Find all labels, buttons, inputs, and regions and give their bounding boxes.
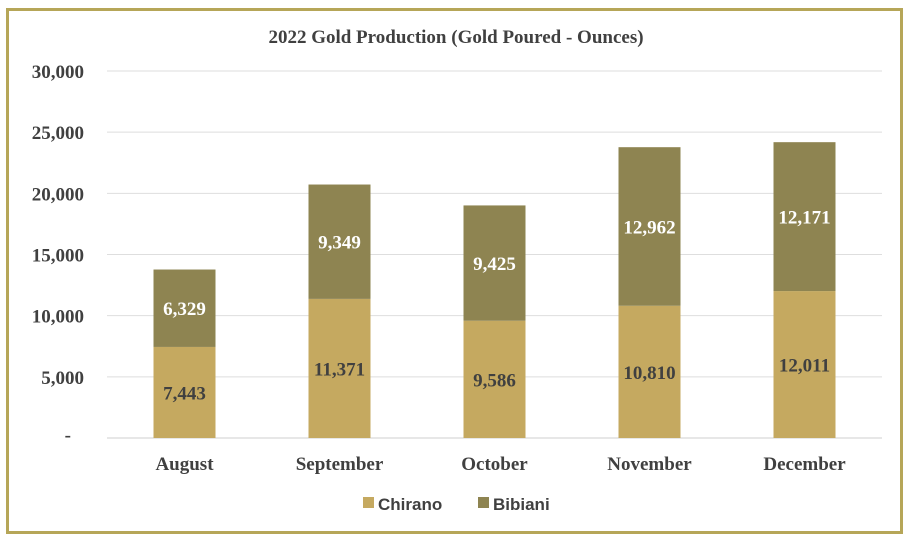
legend-swatch-chirano [363, 497, 374, 508]
x-tick-label: December [763, 454, 846, 475]
y-tick-label: 20,000 [32, 184, 84, 205]
bar-chirano-november [618, 305, 681, 438]
data-label: 11,371 [314, 359, 365, 380]
bar-chirano-september [308, 298, 371, 438]
y-tick-label: - [65, 425, 71, 446]
data-label: 10,810 [623, 363, 675, 384]
data-label: 9,586 [473, 370, 516, 391]
x-tick-label: August [155, 454, 214, 475]
bar-chirano-october [463, 320, 526, 438]
bar-bibiani-september [308, 184, 371, 299]
bar-bibiani-october [463, 205, 526, 321]
legend: Chirano Bibiani [363, 495, 550, 514]
data-label: 6,329 [163, 299, 206, 320]
data-label: 7,443 [163, 383, 206, 404]
y-axis: - 5,000 10,000 15,000 20,000 25,000 30,000 [32, 62, 84, 446]
data-label: 9,425 [473, 254, 516, 275]
data-label: 9,349 [318, 233, 361, 254]
data-label: 12,171 [778, 208, 830, 229]
chart-title: 2022 Gold Production (Gold Poured - Ounc… [268, 27, 643, 48]
gridlines [107, 70, 882, 439]
bar-chirano-august [153, 346, 216, 438]
legend-label-chirano: Chirano [378, 495, 442, 514]
bar-bibiani-december [773, 142, 836, 292]
x-axis: August September October November December [155, 454, 846, 475]
y-tick-label: 15,000 [32, 246, 84, 267]
bar-chirano-december [773, 291, 836, 438]
legend-swatch-bibiani [478, 497, 489, 508]
x-tick-label: October [461, 454, 528, 475]
x-tick-label: November [607, 454, 692, 475]
y-tick-label: 10,000 [32, 307, 84, 328]
y-tick-label: 5,000 [41, 368, 84, 389]
data-label: 12,011 [779, 356, 830, 377]
y-tick-label: 30,000 [32, 62, 84, 83]
bar-bibiani-august [153, 269, 216, 347]
y-tick-label: 25,000 [32, 123, 84, 144]
data-label: 12,962 [623, 217, 675, 238]
x-tick-label: September [296, 454, 384, 475]
legend-label-bibiani: Bibiani [493, 495, 550, 514]
bars: 7,443 6,329 11,371 9,349 9,586 9,425 10,810 12,… [153, 142, 836, 438]
bar-bibiani-november [618, 147, 681, 306]
